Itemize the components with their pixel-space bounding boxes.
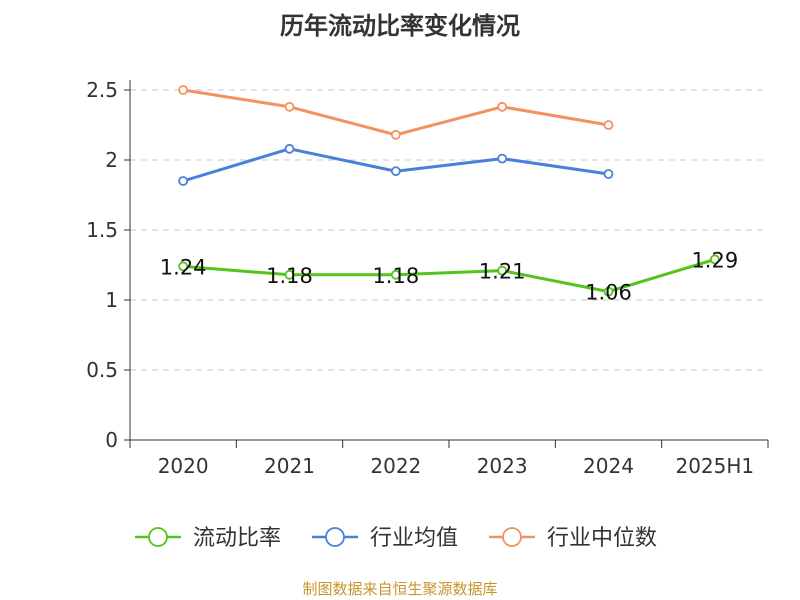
data-point — [603, 169, 614, 179]
series-line — [182, 147, 609, 183]
x-tick-label: 2020 — [158, 454, 209, 478]
y-tick-label: 2 — [105, 148, 118, 172]
x-tick-label: 2021 — [264, 454, 315, 478]
data-point — [284, 101, 295, 112]
data-point — [390, 166, 401, 177]
data-point — [709, 254, 720, 265]
x-tick-label: 2022 — [370, 454, 421, 478]
x-tick-label: 2025H1 — [675, 454, 754, 478]
legend-label: 行业均值 — [370, 526, 458, 551]
data-point — [497, 153, 508, 164]
data-label: 1.06 — [585, 281, 632, 305]
data-label: 1.18 — [266, 264, 313, 288]
data-label: 1.21 — [479, 260, 526, 284]
data-label: 1.18 — [372, 264, 419, 288]
data-point — [284, 269, 295, 280]
y-tick-label: 1 — [105, 288, 118, 312]
data-label: 1.29 — [691, 248, 738, 272]
data-point — [284, 143, 295, 154]
data-point — [178, 85, 189, 95]
data-point — [390, 129, 401, 140]
data-point — [497, 101, 508, 112]
legend-marker — [502, 527, 522, 547]
source-note: 制图数据来自恒生聚源数据库 — [302, 580, 498, 598]
series-line — [183, 257, 716, 294]
data-point — [178, 261, 189, 272]
data-point — [497, 265, 508, 276]
legend-label: 流动比率 — [193, 526, 281, 551]
y-tick-label: 0 — [105, 428, 118, 452]
legend-label: 行业中位数 — [547, 526, 657, 551]
legend-marker — [325, 527, 345, 547]
data-point — [178, 176, 189, 186]
legend-marker — [148, 527, 168, 547]
x-tick-label: 2024 — [583, 454, 634, 478]
data-point — [603, 120, 614, 130]
y-tick-label: 2.5 — [86, 78, 118, 102]
x-tick-label: 2023 — [477, 454, 528, 478]
data-label: 1.24 — [160, 255, 207, 279]
series-line — [182, 88, 609, 137]
y-tick-label: 0.5 — [86, 358, 118, 382]
y-tick-label: 1.5 — [86, 218, 118, 242]
chart-title: 历年流动比率变化情况 — [280, 12, 520, 40]
data-point — [603, 286, 614, 297]
data-point — [390, 269, 401, 280]
